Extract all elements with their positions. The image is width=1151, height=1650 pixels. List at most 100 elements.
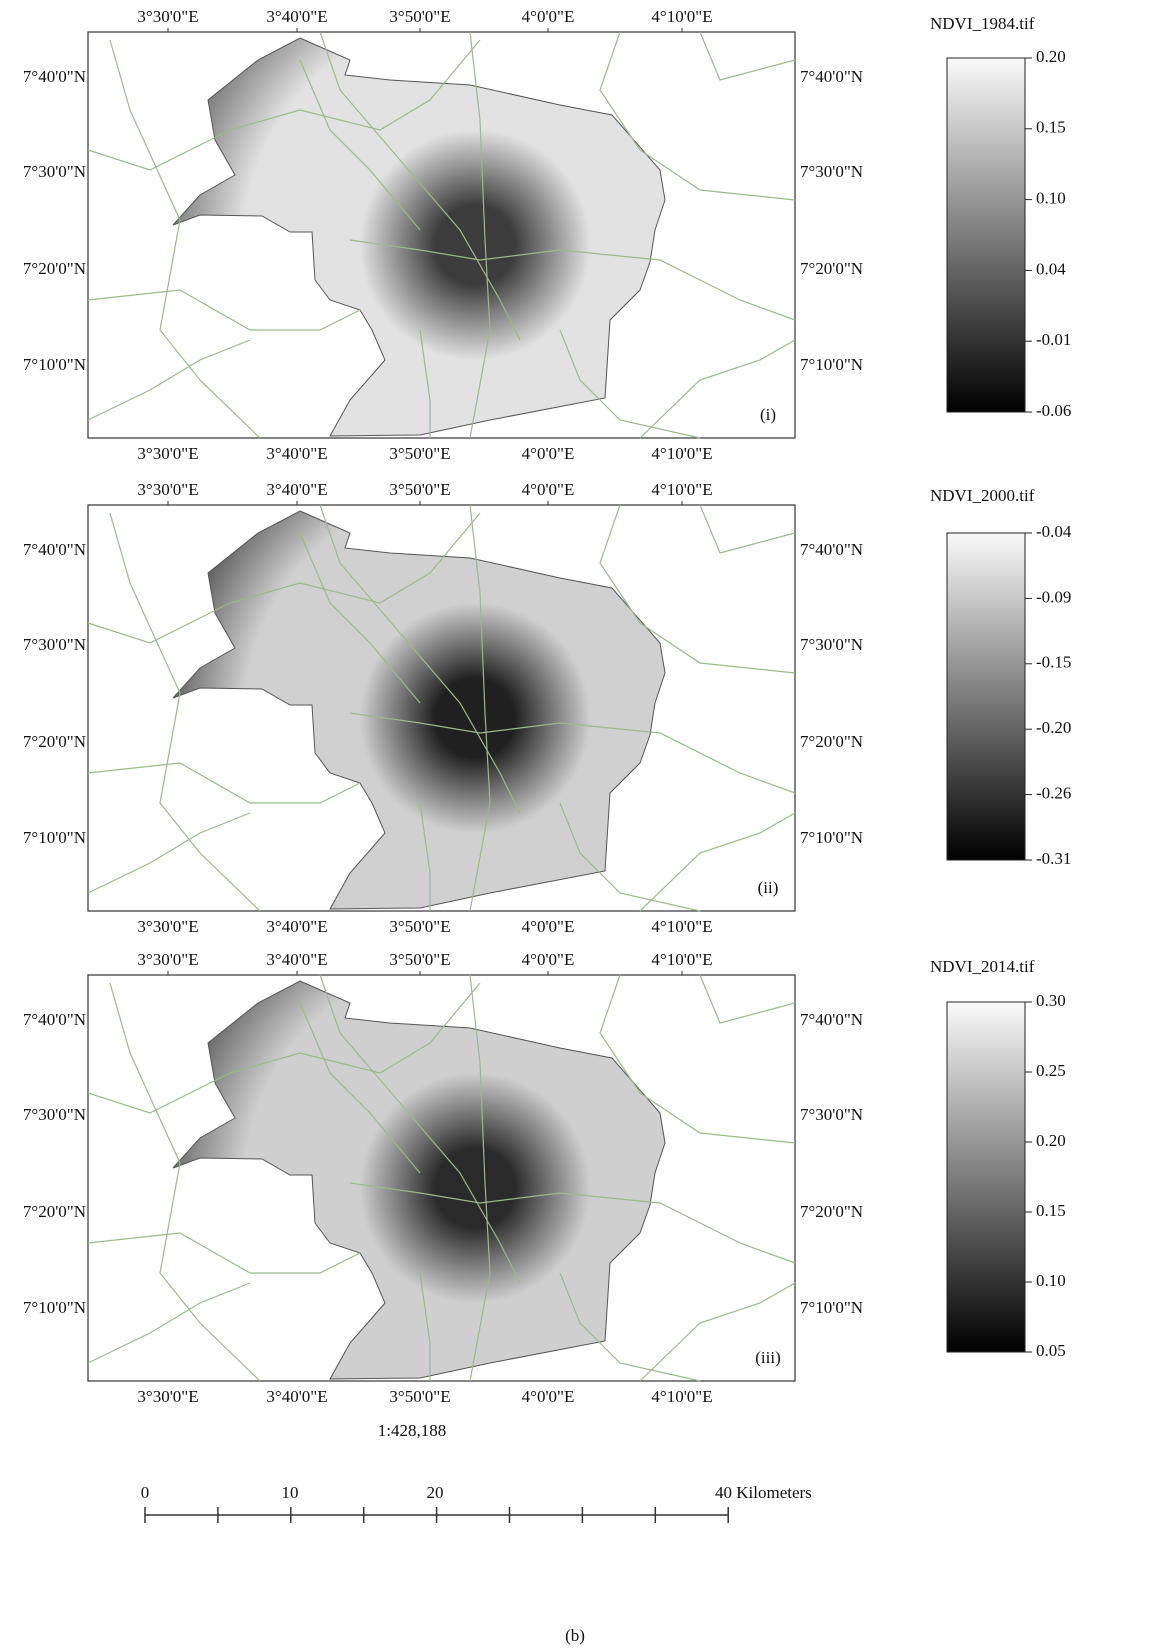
lon-label-top: 3°50'0"E — [389, 950, 450, 969]
lat-label-left: 7°40'0"N — [23, 540, 86, 559]
lat-label-right: 7°40'0"N — [800, 540, 863, 559]
lon-label-top: 3°30'0"E — [137, 480, 198, 499]
road — [299, 59, 421, 231]
lon-label-bottom: 3°30'0"E — [137, 444, 198, 463]
colorbar-label: 0.15 — [1036, 118, 1066, 137]
road — [109, 982, 261, 1382]
road — [559, 1272, 701, 1382]
road — [599, 504, 796, 674]
scale-ratio: 1:428,188 — [378, 1421, 446, 1440]
colorbar — [946, 57, 1026, 413]
colorbar-label: -0.06 — [1036, 401, 1071, 420]
colorbar — [946, 1001, 1026, 1353]
road — [87, 289, 361, 331]
road — [87, 762, 361, 804]
caption: (b) — [565, 1626, 585, 1645]
road — [87, 1232, 361, 1274]
lat-label-left: 7°10'0"N — [23, 1298, 86, 1317]
road — [299, 1002, 421, 1174]
lat-label-left: 7°40'0"N — [23, 67, 86, 86]
colorbar-label: 0.30 — [1036, 991, 1066, 1010]
study-area — [172, 510, 666, 910]
lat-label-right: 7°40'0"N — [800, 1010, 863, 1029]
road — [599, 974, 796, 1144]
lat-label-right: 7°30'0"N — [800, 1105, 863, 1124]
colorbar-label: 0.20 — [1036, 47, 1066, 66]
lon-label-top: 3°40'0"E — [266, 950, 327, 969]
road — [469, 31, 491, 439]
road — [349, 1182, 796, 1264]
scale-label: 0 — [141, 1483, 150, 1502]
lon-label-top: 4°10'0"E — [651, 950, 712, 969]
lon-label-bottom: 3°40'0"E — [266, 917, 327, 936]
lat-label-right: 7°30'0"N — [800, 635, 863, 654]
panel-tag: (i) — [760, 405, 776, 424]
lat-label-left: 7°30'0"N — [23, 1105, 86, 1124]
lon-label-bottom: 3°30'0"E — [137, 917, 198, 936]
lat-label-right: 7°20'0"N — [800, 732, 863, 751]
road — [699, 31, 796, 81]
road — [319, 31, 521, 341]
lon-label-bottom: 3°50'0"E — [389, 444, 450, 463]
road — [87, 339, 251, 421]
lon-label-bottom: 4°0'0"E — [522, 1387, 575, 1406]
road — [109, 39, 261, 439]
lat-label-left: 7°20'0"N — [23, 1202, 86, 1221]
road — [319, 974, 521, 1284]
lon-label-bottom: 3°40'0"E — [266, 1387, 327, 1406]
road — [349, 239, 796, 321]
road — [639, 1282, 796, 1382]
lon-label-top: 3°50'0"E — [389, 7, 450, 26]
colorbar-label: -0.26 — [1036, 784, 1071, 803]
lon-label-top: 3°40'0"E — [266, 7, 327, 26]
road — [419, 802, 431, 911]
lat-label-left: 7°30'0"N — [23, 635, 86, 654]
legend-title: NDVI_2014.tif — [930, 957, 1035, 976]
legend-title: NDVI_2000.tif — [930, 486, 1035, 505]
road — [639, 812, 796, 912]
road — [299, 532, 421, 704]
colorbar-label: 0.15 — [1036, 1201, 1066, 1220]
road — [87, 982, 481, 1114]
colorbar-label: 0.10 — [1036, 1271, 1066, 1290]
lon-label-bottom: 3°50'0"E — [389, 1387, 450, 1406]
lat-label-left: 7°30'0"N — [23, 162, 86, 181]
lat-label-left: 7°10'0"N — [23, 355, 86, 374]
panel-tag: (ii) — [758, 878, 779, 897]
colorbar-label: 0.10 — [1036, 189, 1066, 208]
colorbar-label: -0.31 — [1036, 849, 1071, 868]
road — [87, 512, 481, 644]
road — [87, 812, 251, 894]
road — [419, 1272, 431, 1381]
colorbar-label: -0.15 — [1036, 653, 1071, 672]
lon-label-top: 3°40'0"E — [266, 480, 327, 499]
study-area — [172, 37, 666, 437]
lat-label-left: 7°20'0"N — [23, 259, 86, 278]
road — [699, 974, 796, 1024]
scale-label: 10 — [282, 1483, 299, 1502]
lon-label-bottom: 4°10'0"E — [651, 444, 712, 463]
lon-label-bottom: 3°50'0"E — [389, 917, 450, 936]
road — [469, 504, 491, 912]
lon-label-bottom: 3°40'0"E — [266, 444, 327, 463]
lon-label-top: 3°50'0"E — [389, 480, 450, 499]
lat-label-right: 7°30'0"N — [800, 162, 863, 181]
colorbar-label: -0.09 — [1036, 587, 1071, 606]
road — [419, 329, 431, 438]
lon-label-top: 4°10'0"E — [651, 480, 712, 499]
lat-label-right: 7°40'0"N — [800, 67, 863, 86]
colorbar-label: 0.04 — [1036, 259, 1066, 278]
lon-label-top: 4°10'0"E — [651, 7, 712, 26]
road — [319, 504, 521, 814]
road — [349, 712, 796, 794]
lat-label-right: 7°20'0"N — [800, 1202, 863, 1221]
colorbar-label: 0.25 — [1036, 1061, 1066, 1080]
panel-tag: (iii) — [755, 1348, 781, 1367]
road — [87, 39, 481, 171]
legend-title: NDVI_1984.tif — [930, 14, 1035, 33]
scale-label: 20 — [427, 1483, 444, 1502]
map-panel: (ii) 3°30'0"E 3°30'0"E 3°40'0"E 3°40'0"E 3°50… — [23, 480, 1072, 936]
map-panel: (i) 3°30'0"E 3°30'0"E 3°40'0"E 3°40'0"E 3°50'… — [23, 7, 1072, 463]
road — [699, 504, 796, 554]
study-area — [172, 980, 666, 1380]
